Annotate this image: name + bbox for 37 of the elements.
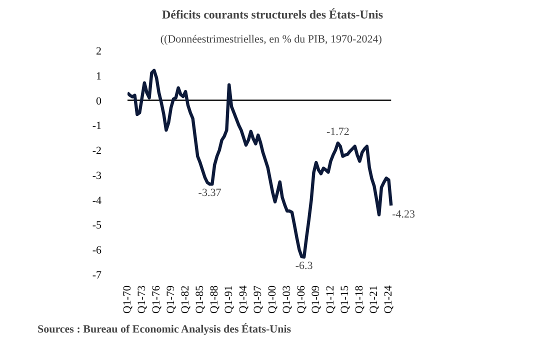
line-series <box>128 68 393 259</box>
annotation: -1.72 <box>326 126 350 138</box>
x-tick-label: Q1-91 <box>223 286 236 314</box>
y-tick-label: -1 <box>92 120 102 132</box>
x-tick-label: Q1-76 <box>150 285 163 314</box>
chart-subtitle: ((Donnéestrimestrielles, en % du PIB, 1970-2024) <box>160 34 382 46</box>
y-tick-label: -2 <box>92 145 102 158</box>
source-note: Sources : Bureau of Economic Analysis des États-Unis <box>38 322 292 336</box>
x-tick-label: Q1-73 <box>136 285 148 314</box>
text: -4.23 <box>392 208 416 221</box>
x-tick-label: Q1-88 <box>208 285 221 314</box>
x-tick-label: Q1-82 <box>180 286 192 314</box>
x-tick-label: Q1-12 <box>324 286 337 314</box>
x-tick-label: Q1-21 <box>368 286 380 314</box>
annotation: -6.3 <box>295 260 314 272</box>
x-tick-label: Q1-06 <box>296 285 308 314</box>
x-tick-label: Q1-24 <box>382 285 395 314</box>
x-tick-label: Q1-97 <box>252 285 264 314</box>
x-tick-label: Q1-70 <box>122 285 134 314</box>
x-tick-label: Q1-09 <box>310 285 322 314</box>
x-tick-label: Q1-79 <box>165 285 178 314</box>
y-tick-label: -7 <box>92 270 102 282</box>
x-tick-label: Q1-03 <box>281 285 294 314</box>
x-tick-label: Q1-94 <box>238 285 250 314</box>
y-tick-label: 2 <box>96 46 102 58</box>
x-tick-label: Q1-00 <box>266 285 279 314</box>
x-tick-label: Q1-18 <box>354 285 366 314</box>
y-tick-label: -5 <box>92 220 102 232</box>
x-tick-label: Q1-85 <box>194 285 206 314</box>
y-tick-label: -3 <box>92 170 102 182</box>
y-tick-label: -6 <box>92 244 102 257</box>
x-tick-label: Q1-15 <box>339 285 352 314</box>
chart-title: Déficits courants structurels des États-Unis <box>162 8 384 22</box>
y-tick-label: 1 <box>96 70 102 82</box>
y-tick-label: 0 <box>96 95 102 108</box>
y-tick-label: -4 <box>92 194 102 207</box>
annotation: -3.37 <box>198 187 222 200</box>
